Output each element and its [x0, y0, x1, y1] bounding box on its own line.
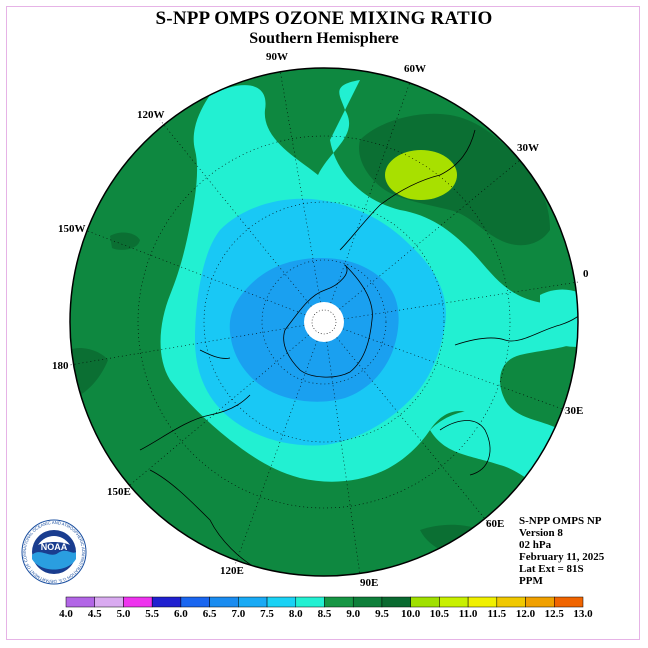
- colorbar-tick-label: 5.0: [116, 608, 131, 620]
- colorbar-tick-label: 4.0: [59, 608, 73, 620]
- colorbar-swatch: [410, 596, 440, 608]
- lon-label-150w: 150W: [58, 223, 86, 235]
- colorbar-tick-label: 7.0: [231, 608, 246, 620]
- colorbar-swatch: [180, 596, 210, 608]
- colorbar-tick-label: 12.0: [515, 608, 536, 620]
- graticule: [69, 69, 579, 576]
- colorbar-swatch: [525, 596, 555, 608]
- colorbar-tick-label: 13.0: [573, 608, 593, 620]
- info-pressure-level: 02 hPa: [519, 539, 552, 551]
- colorbar-swatch: [295, 596, 325, 608]
- noaa-logo: NATIONAL OCEANIC AND ATMOSPHERIC ADMINIS…: [18, 519, 87, 585]
- lon-label-180: 180: [52, 360, 69, 372]
- info-lat-extent: Lat Ext = 81S: [519, 563, 584, 575]
- lon-label-90e: 90E: [360, 577, 379, 589]
- info-date: February 11, 2025: [519, 551, 605, 563]
- colorbar-tick-label: 8.0: [288, 608, 303, 620]
- colorbar-swatch: [209, 596, 239, 608]
- map-subtitle: Southern Hemisphere: [249, 30, 399, 47]
- lon-label-30e: 30E: [565, 405, 584, 417]
- colorbar-tick-label: 4.5: [87, 608, 102, 620]
- colorbar-tick-label: 9.5: [375, 608, 389, 620]
- coastlines: [139, 129, 578, 571]
- colorbar-tick-label: 9.0: [346, 608, 361, 620]
- info-block: S-NPP OMPS NP Version 8 02 hPa February …: [519, 515, 604, 587]
- colorbar-swatch: [123, 596, 153, 608]
- colorbar-tick-label: 11.5: [487, 608, 507, 620]
- colorbar-swatch: [65, 596, 95, 608]
- colorbar-swatch: [496, 596, 526, 608]
- lon-label-60w: 60W: [404, 63, 426, 75]
- field-9-5: [385, 150, 457, 200]
- noaa-logo-text: NOAA: [41, 542, 68, 552]
- info-instrument: S-NPP OMPS NP: [519, 515, 602, 527]
- field-8-5-west: [70, 348, 108, 400]
- colorbar-swatch: [94, 596, 124, 608]
- colorbar-swatch: [467, 596, 498, 608]
- lon-label-0: 0: [583, 268, 589, 280]
- colorbar-swatch: [554, 596, 584, 608]
- lon-label-60e: 60E: [486, 518, 505, 530]
- colorbar-swatch: [381, 596, 411, 608]
- info-units: PPM: [519, 575, 543, 587]
- lon-label-90w: 90W: [266, 51, 288, 63]
- colorbar-swatch: [439, 596, 469, 608]
- colorbar-swatch: [238, 596, 268, 608]
- lon-label-150e: 150E: [107, 486, 131, 498]
- colorbar-swatch: [151, 596, 182, 608]
- info-version: Version 8: [519, 527, 563, 539]
- lon-label-120e: 120E: [220, 565, 244, 577]
- figure-frame: [6, 6, 640, 640]
- colorbar-swatch: [266, 596, 297, 608]
- colorbar-tick-label: 8.5: [317, 608, 332, 620]
- colorbar-tick-label: 5.5: [145, 608, 160, 620]
- colorbar-swatch: [324, 596, 354, 608]
- colorbar-tick-label: 11.0: [458, 608, 478, 620]
- colorbar-tick-label: 7.5: [260, 608, 274, 620]
- colorbar-tick-label: 10.5: [429, 608, 449, 620]
- map-boundary: [69, 67, 579, 577]
- pole-hole: [304, 302, 344, 342]
- lon-label-120w: 120W: [137, 109, 165, 121]
- colorbar-tick-label: 6.5: [202, 608, 217, 620]
- lon-label-30w: 30W: [517, 142, 539, 154]
- colorbar-tick-label: 6.0: [174, 608, 188, 620]
- colorbar-tick-label: 12.5: [544, 608, 564, 620]
- colorbar-swatch: [352, 596, 383, 608]
- field-8-5-sw: [110, 232, 140, 250]
- colorbar-tick-label: 10.0: [401, 608, 421, 620]
- map-title: S-NPP OMPS OZONE MIXING RATIO: [155, 8, 493, 29]
